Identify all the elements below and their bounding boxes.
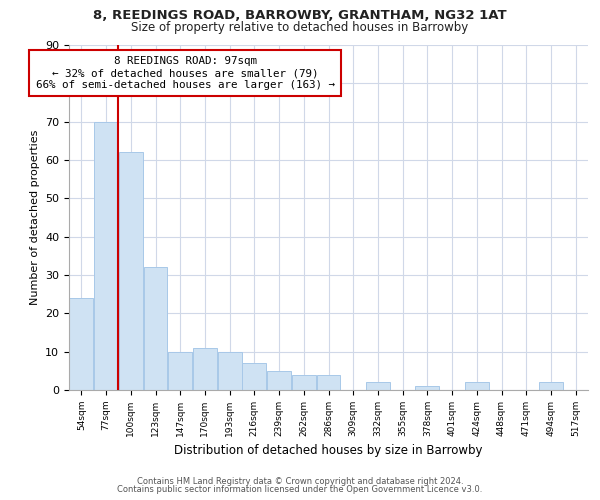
Text: Size of property relative to detached houses in Barrowby: Size of property relative to detached ho… (131, 21, 469, 34)
Text: Contains public sector information licensed under the Open Government Licence v3: Contains public sector information licen… (118, 484, 482, 494)
Bar (317, 374, 340, 390)
Bar (143, 268, 167, 390)
Bar (539, 382, 563, 390)
Bar (168, 352, 192, 390)
Bar (119, 152, 143, 390)
X-axis label: Distribution of detached houses by size in Barrowby: Distribution of detached houses by size … (174, 444, 483, 458)
Bar (292, 374, 316, 390)
Bar (366, 382, 390, 390)
Bar (267, 371, 291, 390)
Text: 8 REEDINGS ROAD: 97sqm
← 32% of detached houses are smaller (79)
66% of semi-det: 8 REEDINGS ROAD: 97sqm ← 32% of detached… (35, 56, 335, 90)
Text: 8, REEDINGS ROAD, BARROWBY, GRANTHAM, NG32 1AT: 8, REEDINGS ROAD, BARROWBY, GRANTHAM, NG… (93, 9, 507, 22)
Bar (415, 386, 439, 390)
Bar (465, 382, 489, 390)
Bar (70, 298, 94, 390)
Bar (242, 363, 266, 390)
Bar (218, 352, 242, 390)
Bar (94, 122, 118, 390)
Y-axis label: Number of detached properties: Number of detached properties (29, 130, 40, 305)
Text: Contains HM Land Registry data © Crown copyright and database right 2024.: Contains HM Land Registry data © Crown c… (137, 477, 463, 486)
Bar (193, 348, 217, 390)
